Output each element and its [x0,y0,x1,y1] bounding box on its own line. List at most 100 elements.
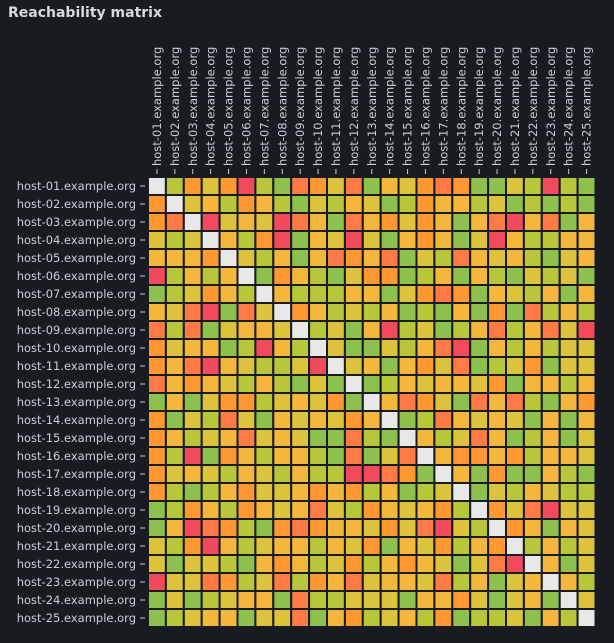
heatmap-cell [290,500,311,520]
heatmap-cell [379,608,400,628]
heatmap-cell [272,248,293,268]
heatmap-cell [397,446,418,466]
heatmap-cell [182,410,203,430]
heatmap-cell [415,284,436,304]
heatmap-cell [326,518,346,538]
heatmap-cell [469,194,490,214]
heatmap-cell [451,590,472,610]
heatmap-cell [487,428,508,448]
heatmap-cell [469,212,490,232]
heatmap-cell [522,464,543,484]
heatmap-cell [487,212,508,232]
heatmap-cell [272,608,293,628]
heatmap-cell [558,608,579,628]
heatmap-cell [272,266,293,286]
heatmap-cell [182,194,203,214]
heatmap-cell [308,266,329,286]
x-tick-label: host-06.example.org [239,47,253,166]
heatmap-cell [397,392,418,412]
heatmap-cell [540,428,561,448]
heatmap-cell [236,446,257,466]
heatmap-cell [308,410,329,430]
heatmap-cell [343,536,364,556]
heatmap-cell [326,500,346,520]
heatmap-cell [451,410,472,430]
heatmap-cell [540,608,561,628]
x-tick-label: host-21.example.org [508,47,522,166]
heatmap-cell [182,212,203,232]
heatmap-cell [343,428,364,448]
heatmap-cell [505,176,525,196]
heatmap-cell [522,356,543,376]
heatmap-cell [147,500,167,520]
heatmap-cell [272,212,293,232]
heatmap-cell [200,392,221,412]
y-tick-label: host-21.example.org [17,539,136,553]
heatmap-cell [218,536,239,556]
heatmap-cell [397,428,418,448]
heatmap-cell [487,302,508,322]
heatmap-cell [522,302,543,322]
heatmap-cell [254,284,275,304]
heatmap-cell [343,356,364,376]
heatmap-cell [487,194,508,214]
heatmap-cell [236,194,257,214]
heatmap-cell [397,248,418,268]
x-tick-label: host-01.example.org [150,47,164,166]
heatmap-cell [558,518,579,538]
heatmap-cell [397,500,418,520]
heatmap-cell [505,410,525,430]
y-tick-label: host-17.example.org [17,467,136,481]
y-tick-label: host-07.example.org [17,287,136,301]
heatmap-cell [326,392,346,412]
heatmap-cell [415,392,436,412]
heatmap-cell [505,392,525,412]
y-tick-label: host-08.example.org [17,305,136,319]
heatmap-cell [182,302,203,322]
heatmap-cell [254,302,275,322]
heatmap-cell [236,554,257,574]
heatmap-cell [558,212,579,232]
heatmap-cell [200,428,221,448]
heatmap-cell [343,518,364,538]
heatmap-cell [164,374,185,394]
heatmap-cell [147,320,167,340]
heatmap-cell [576,500,597,520]
heatmap-cell [200,284,221,304]
heatmap-cell [558,464,579,484]
heatmap-cell [361,374,382,394]
heatmap-cell [415,266,436,286]
heatmap-cell [415,608,436,628]
heatmap-cell [308,536,329,556]
heatmap-cell [576,248,597,268]
heatmap-cell [522,518,543,538]
heatmap-cell [433,518,454,538]
heatmap-cell [415,176,436,196]
heatmap-cell [558,374,579,394]
heatmap-cell [487,356,508,376]
heatmap-cell [147,266,167,286]
heatmap-cell [147,374,167,394]
heatmap-cell [433,176,454,196]
heatmap-cell [164,590,185,610]
heatmap-cell [415,356,436,376]
heatmap-cell [451,230,472,250]
heatmap-cell [379,356,400,376]
heatmap-cell [522,428,543,448]
heatmap-cell [164,518,185,538]
heatmap-cell [326,230,346,250]
heatmap-cell [147,590,167,610]
heatmap-cell [254,500,275,520]
heatmap-cell [433,554,454,574]
x-tick-label: host-25.example.org [580,47,594,166]
heatmap-cell [540,230,561,250]
heatmap-cell [290,302,311,322]
heatmap-cell [164,482,185,502]
heatmap-cell [469,554,490,574]
heatmap-cell [540,266,561,286]
heatmap-cell [290,536,311,556]
heatmap-cell [290,446,311,466]
heatmap-cell [558,410,579,430]
heatmap-cell [236,392,257,412]
heatmap-cell [290,572,311,592]
